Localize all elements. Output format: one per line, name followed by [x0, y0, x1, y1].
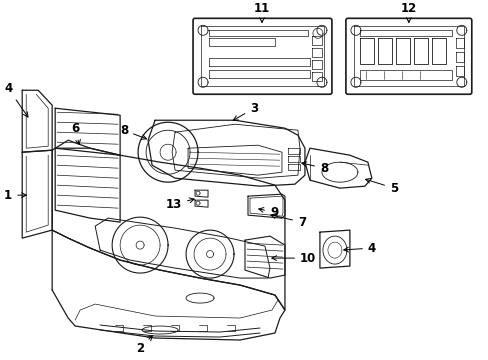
Text: 1: 1 — [4, 189, 26, 202]
Text: 13: 13 — [165, 198, 194, 211]
Text: 5: 5 — [365, 179, 397, 195]
Text: 8: 8 — [120, 124, 146, 139]
Text: 11: 11 — [253, 2, 269, 22]
Text: 6: 6 — [71, 122, 80, 144]
Text: 8: 8 — [301, 162, 327, 175]
Text: 12: 12 — [400, 2, 416, 22]
Text: 3: 3 — [233, 102, 258, 120]
Text: 2: 2 — [136, 336, 152, 355]
Text: 4: 4 — [4, 82, 28, 117]
Text: 4: 4 — [343, 242, 375, 255]
Text: 10: 10 — [271, 252, 316, 265]
Text: 7: 7 — [270, 214, 305, 229]
Text: 9: 9 — [258, 206, 278, 219]
